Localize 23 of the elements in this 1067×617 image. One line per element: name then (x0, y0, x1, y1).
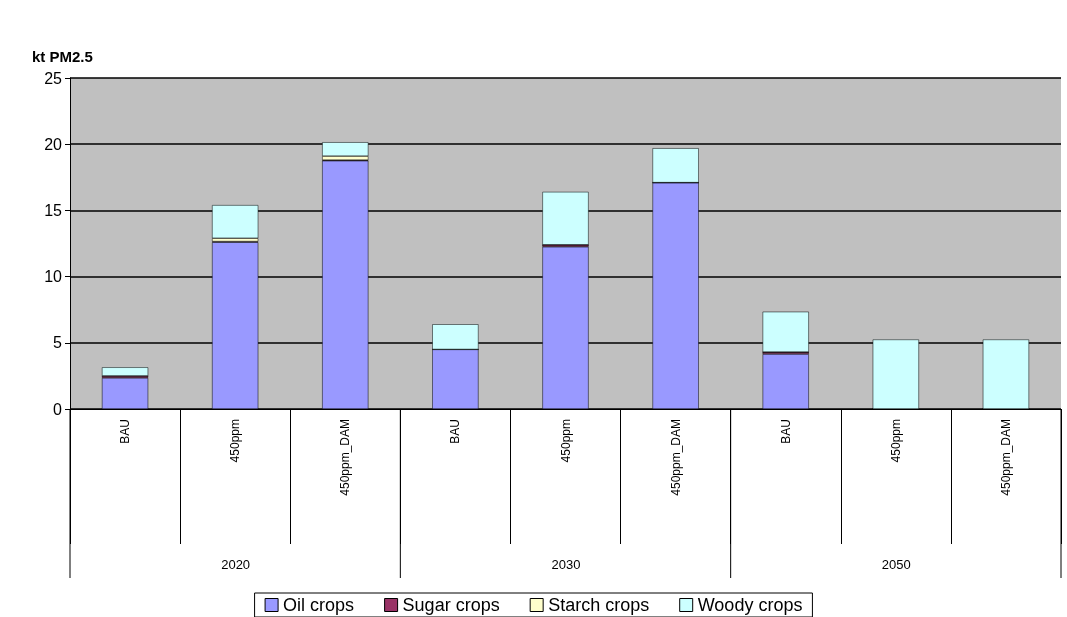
x-tick-label: 450ppm (558, 419, 573, 463)
text: 2030 (551, 557, 581, 572)
text: 2020 (221, 557, 251, 572)
x-tick-label: 450ppm_DAM (998, 419, 1013, 496)
x-tick-label: 450ppm (888, 419, 903, 463)
y-tick-label: 15 (44, 201, 63, 219)
legend-label: Woody crops (697, 595, 803, 615)
legend-label: Starch crops (548, 595, 650, 615)
y-tick-label: 25 (44, 69, 63, 87)
y-axis-title: kt PM2.5 (32, 48, 93, 65)
legend-label: Sugar crops (402, 595, 500, 615)
x-tick-label: 450ppm (228, 419, 243, 463)
x-tick-label: BAU (118, 419, 133, 444)
y-tick-label: 5 (53, 334, 63, 352)
y-tick-label: 10 (44, 268, 63, 286)
y-tick-label: 0 (53, 400, 63, 418)
x-tick-label: BAU (448, 419, 463, 444)
y-tick-label: 20 (44, 135, 63, 153)
text: 2050 (881, 557, 911, 572)
x-tick-label: 450ppm_DAM (668, 419, 683, 496)
x-tick-label: BAU (778, 419, 793, 444)
legend-label: Oil crops (283, 595, 355, 615)
x-tick-label: 450ppm_DAM (338, 419, 353, 496)
